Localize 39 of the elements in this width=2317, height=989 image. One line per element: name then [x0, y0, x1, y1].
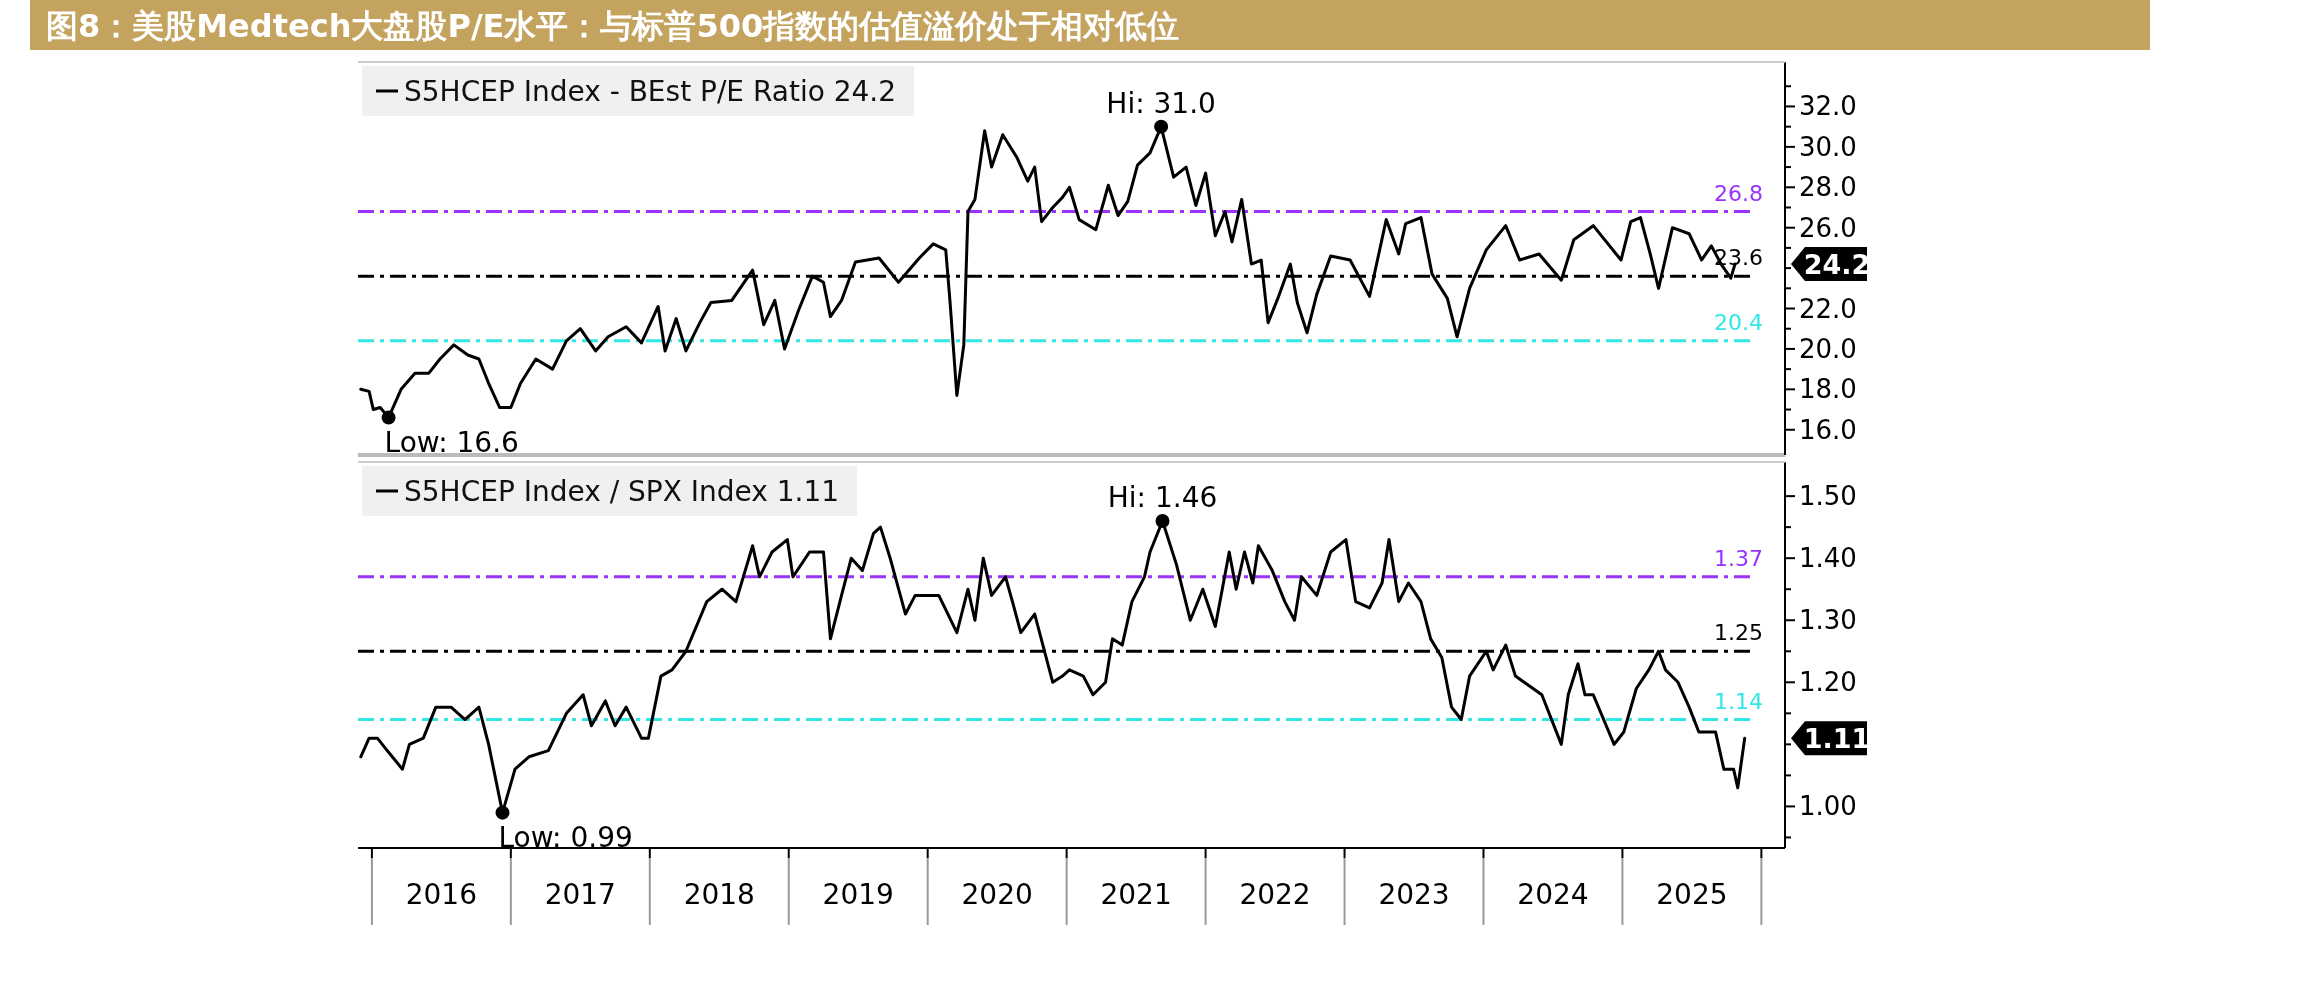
- annotation: Hi: 31.0: [1106, 86, 1216, 120]
- annotation: 1.11: [1803, 723, 1871, 755]
- legend-label: S5HCEP Index - BEst P/E Ratio 24.2: [404, 75, 897, 108]
- y-tick-label: 32.0: [1799, 91, 1857, 122]
- legend-label: S5HCEP Index / SPX Index 1.11: [404, 475, 840, 508]
- x-tick-label: 2016: [405, 878, 477, 911]
- ref-line-label: 26.8: [1714, 180, 1763, 206]
- x-tick-label: 2018: [683, 878, 755, 911]
- y-tick-label: 22.0: [1799, 293, 1857, 324]
- x-tick-label: 2023: [1378, 878, 1450, 911]
- x-tick-label: 2021: [1100, 878, 1172, 911]
- y-tick-label: 20.0: [1799, 333, 1857, 364]
- ref-line-label: 1.14: [1714, 688, 1763, 714]
- ref-line-label: 20.4: [1714, 309, 1763, 335]
- x-tick-label: 2019: [822, 878, 894, 911]
- legend: S5HCEP Index / SPX Index 1.11: [362, 466, 858, 516]
- annotation: Low: 0.99: [498, 820, 633, 854]
- x-tick-label: 2022: [1239, 878, 1311, 911]
- y-tick-label: 1.00: [1799, 791, 1857, 822]
- y-tick-label: 18.0: [1799, 374, 1857, 405]
- y-tick-label: 1.40: [1799, 543, 1857, 574]
- chart-title: 图8：美股Medtech大盘股P/E水平：与标普500指数的估值溢价处于相对低位: [46, 7, 1180, 45]
- y-tick-label: 30.0: [1799, 131, 1857, 162]
- ref-line-label: 1.37: [1714, 545, 1763, 571]
- y-tick-label: 26.0: [1799, 212, 1857, 243]
- y-tick-label: 28.0: [1799, 172, 1857, 203]
- y-tick-label: 16.0: [1799, 414, 1857, 445]
- legend: S5HCEP Index - BEst P/E Ratio 24.2: [362, 66, 915, 116]
- x-tick-label: 2025: [1656, 878, 1728, 911]
- y-tick-label: 1.20: [1799, 667, 1857, 698]
- y-tick-label: 1.30: [1799, 605, 1857, 636]
- annotation: 24.2: [1803, 249, 1871, 281]
- y-tick-label: 1.50: [1799, 481, 1857, 512]
- annotation: Low: 16.6: [384, 425, 519, 459]
- annotation: Hi: 1.46: [1107, 480, 1218, 514]
- ref-line-label: 1.25: [1714, 620, 1763, 646]
- x-tick-label: 2017: [544, 878, 616, 911]
- x-tick-label: 2024: [1517, 878, 1589, 911]
- x-tick-label: 2020: [961, 878, 1033, 911]
